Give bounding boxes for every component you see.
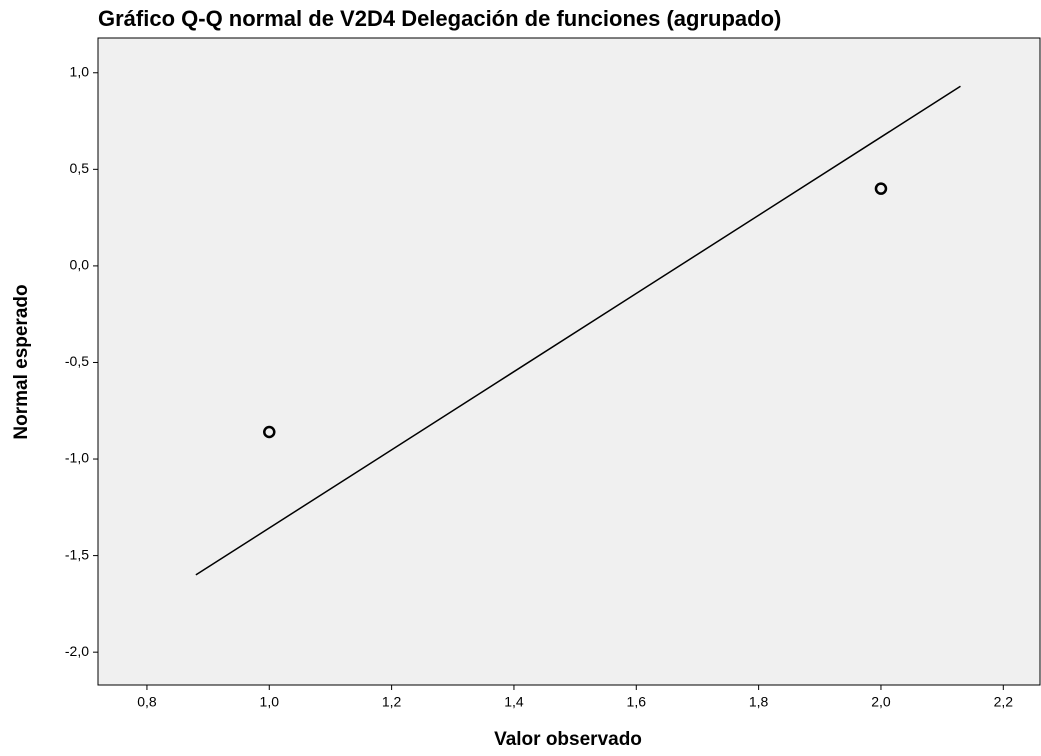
y-tick-label: -1,0 xyxy=(65,450,89,466)
y-tick-label: 0,0 xyxy=(70,257,90,273)
x-tick-label: 1,8 xyxy=(749,694,769,710)
y-tick-label: -2,0 xyxy=(65,643,89,659)
x-tick-label: 1,0 xyxy=(260,694,280,710)
x-tick-label: 2,2 xyxy=(994,694,1014,710)
x-axis-label: Valor observado xyxy=(494,729,642,750)
x-tick-label: 1,4 xyxy=(504,694,524,710)
y-tick-label: -0,5 xyxy=(65,353,89,369)
point xyxy=(874,182,888,195)
point xyxy=(263,425,276,439)
reference-line xyxy=(195,85,961,576)
x-tick-label: 1,2 xyxy=(382,694,402,710)
x-tick-label: 1,6 xyxy=(627,694,647,710)
y-tick-label: 0,5 xyxy=(70,160,90,176)
plot-area xyxy=(97,37,1041,686)
y-tick-label: 1,0 xyxy=(70,63,90,79)
x-tick-label: 0,8 xyxy=(137,694,157,710)
y-axis-label: Normal esperado xyxy=(11,284,32,439)
y-tick-label: -1,5 xyxy=(65,546,89,562)
chart-title: Gráfico Q-Q normal de V2D4 Delegación de… xyxy=(98,6,781,31)
x-tick-label: 2,0 xyxy=(871,694,891,710)
